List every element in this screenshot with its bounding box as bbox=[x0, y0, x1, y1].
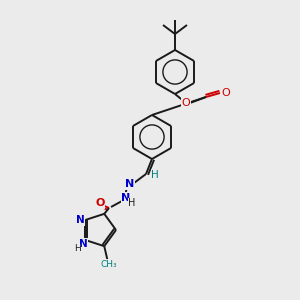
Text: CH₃: CH₃ bbox=[101, 260, 118, 269]
Text: O: O bbox=[95, 198, 105, 208]
Text: O: O bbox=[222, 88, 230, 98]
Text: O: O bbox=[182, 98, 190, 108]
Text: N: N bbox=[76, 215, 85, 225]
Text: H: H bbox=[128, 198, 136, 208]
Text: H: H bbox=[74, 244, 81, 253]
Text: N: N bbox=[79, 239, 88, 249]
Text: N: N bbox=[125, 179, 135, 189]
Text: H: H bbox=[151, 170, 159, 180]
Text: N: N bbox=[122, 193, 130, 203]
